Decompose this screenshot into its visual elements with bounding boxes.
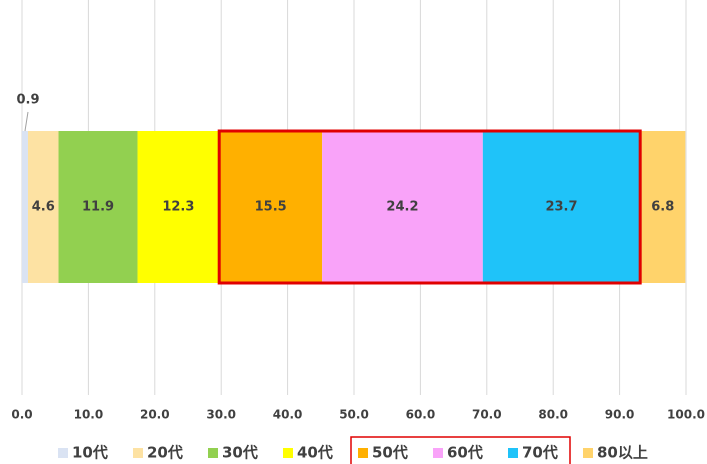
legend-swatch [283, 448, 293, 458]
bar-segment [137, 131, 220, 283]
legend-swatch [433, 448, 443, 458]
legend-swatch [58, 448, 68, 458]
highlight-box [217, 129, 642, 285]
bar-segment [22, 131, 28, 283]
x-tick-label: 40.0 [273, 408, 303, 422]
legend-label: 60代 [447, 444, 483, 462]
legend-label: 50代 [372, 444, 408, 462]
bar-segment [219, 131, 323, 283]
value-label: 0.9 [16, 93, 39, 108]
bar-segment [322, 131, 483, 283]
value-label: 6.8 [651, 200, 674, 215]
x-tick-label: 90.0 [605, 408, 635, 422]
value-label: 15.5 [255, 200, 287, 215]
legend-label: 40代 [297, 444, 333, 462]
x-tick-label: 60.0 [406, 408, 436, 422]
legend-highlight-box [350, 436, 571, 464]
legend-swatch [358, 448, 368, 458]
x-tick-label: 100.0 [667, 408, 705, 422]
x-tick-label: 20.0 [140, 408, 170, 422]
value-label: 11.9 [82, 200, 114, 215]
x-tick-label: 30.0 [206, 408, 236, 422]
x-tick-label: 0.0 [11, 408, 32, 422]
legend-label: 10代 [72, 444, 108, 462]
legend-label: 70代 [522, 444, 558, 462]
x-tick-label: 70.0 [472, 408, 502, 422]
value-label: 12.3 [162, 200, 194, 215]
x-tick-label: 80.0 [538, 408, 568, 422]
value-label: 4.6 [32, 200, 55, 215]
legend-swatch [133, 448, 143, 458]
bar-segment [27, 131, 59, 283]
leader-line [24, 111, 29, 132]
legend-swatch [583, 448, 593, 458]
legend-swatch [508, 448, 518, 458]
x-tick-label: 10.0 [74, 408, 104, 422]
legend-swatch [208, 448, 218, 458]
value-label: 23.7 [545, 200, 577, 215]
value-label: 24.2 [386, 200, 418, 215]
legend-label: 80以上 [597, 444, 648, 462]
x-tick-label: 50.0 [339, 408, 369, 422]
legend-label: 20代 [147, 444, 183, 462]
bar-segment [482, 131, 641, 283]
legend-label: 30代 [222, 444, 258, 462]
bar-segment [58, 131, 138, 283]
bar-segment [640, 131, 686, 283]
